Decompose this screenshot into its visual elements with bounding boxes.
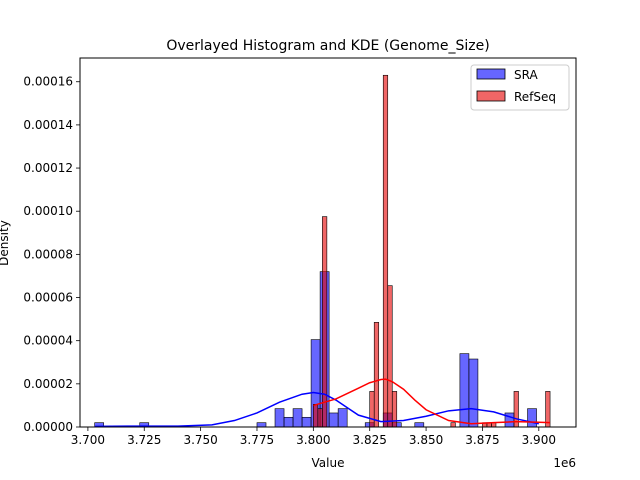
- legend-label-sra: SRA: [514, 68, 538, 82]
- bar-sra-4: [283, 416, 294, 428]
- legend-swatch-refseq: [476, 90, 506, 102]
- kde-curves: [94, 378, 551, 428]
- bar-sra-15: [459, 353, 470, 428]
- y-tick-label: 0.00002: [23, 377, 73, 391]
- y-tick-label: 0.00012: [23, 161, 73, 175]
- y-tick-label: 0.00006: [23, 291, 73, 305]
- x-tick-label: 3.825: [353, 433, 387, 447]
- bar-sra-5: [292, 408, 303, 428]
- x-tick-label: 3.900: [522, 433, 556, 447]
- bar-sra-9: [328, 412, 339, 428]
- legend-label-refseq: RefSeq: [514, 90, 556, 104]
- chart-title: Overlayed Histogram and KDE (Genome_Size…: [166, 38, 489, 54]
- x-axis-ticks: 3.700 3.725 3.750 3.775 3.800 3.825 3.850 3.875…: [71, 427, 556, 447]
- x-tick-label: 3.725: [127, 433, 161, 447]
- legend: SRA RefSeq: [470, 64, 570, 111]
- bar-refseq-1: [317, 408, 323, 428]
- x-tick-label: 3.875: [465, 433, 499, 447]
- y-tick-label: 0.00010: [23, 204, 73, 218]
- x-tick-label: 3.750: [183, 433, 217, 447]
- bar-refseq-3: [369, 391, 375, 428]
- legend-swatch-sra: [476, 68, 506, 80]
- plot-frame: [79, 57, 577, 428]
- kde-line-sra: [94, 391, 539, 428]
- bar-sra-18: [527, 408, 537, 428]
- bar-sra-2: [256, 422, 267, 428]
- x-tick-label: 3.800: [296, 433, 330, 447]
- kde-line-refseq: [313, 378, 551, 425]
- bar-refseq-5: [382, 74, 389, 428]
- bar-sra-16: [468, 358, 479, 428]
- x-axis-label: Value: [312, 456, 345, 470]
- x-tick-label: 3.850: [409, 433, 443, 447]
- y-axis-ticks: 0.00000 0.00002 0.00004 0.00006 0.00008 0.000…: [23, 75, 80, 434]
- bar-refseq-0: [313, 404, 319, 428]
- y-tick-label: 0.00000: [23, 420, 73, 434]
- bar-refseq-4: [373, 322, 380, 428]
- bar-refseq-13: [545, 391, 551, 428]
- bar-sra-10: [337, 408, 348, 428]
- bar-sra-14: [414, 422, 425, 428]
- y-tick-label: 0.00008: [23, 247, 73, 261]
- y-tick-label: 0.00004: [23, 334, 73, 348]
- bar-refseq-8: [450, 422, 456, 428]
- bar-sra-3: [274, 408, 285, 428]
- bar-refseq-6: [387, 285, 393, 428]
- x-tick-label: 3.700: [71, 433, 105, 447]
- x-tick-label: 3.775: [240, 433, 274, 447]
- y-axis-label: Density: [0, 220, 11, 266]
- y-tick-label: 0.00014: [23, 118, 73, 132]
- x-axis-offset-label: 1e6: [553, 456, 576, 470]
- y-tick-label: 0.00016: [23, 75, 73, 89]
- bar-sra-6: [301, 416, 312, 428]
